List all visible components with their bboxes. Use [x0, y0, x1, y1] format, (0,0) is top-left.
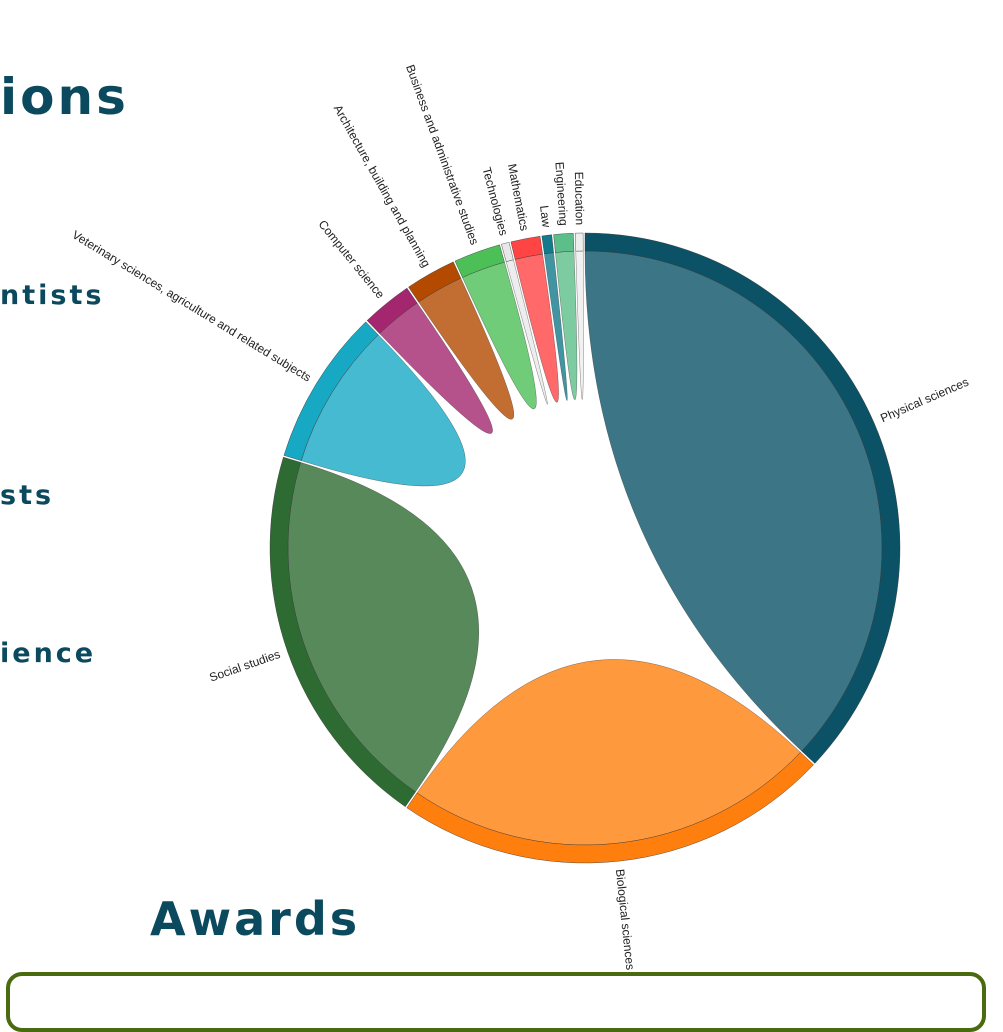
group-label: Technologies: [479, 166, 510, 237]
group-arc: [269, 456, 416, 807]
page: ions ntists sts ience Awards Physical sc…: [0, 62, 986, 1032]
group-arc: [510, 236, 543, 260]
group-label: Education: [572, 172, 587, 226]
group-label: Mathematics: [505, 163, 532, 232]
ribbon: [287, 462, 479, 793]
group-arc: [366, 287, 418, 334]
group-label: Physical sciences: [878, 375, 970, 426]
group-label: Veterinary sciences, agriculture and rel…: [70, 228, 314, 385]
group-label: Law: [537, 205, 554, 229]
group-arc: [584, 232, 901, 764]
group-arc: [283, 321, 379, 461]
section-heading: ience: [0, 638, 97, 669]
chord-chart: Physical sciences Biological sciences Soci…: [70, 63, 971, 971]
group-arc: [501, 242, 514, 262]
section-heading: Awards: [150, 892, 361, 946]
group-label: Business and administrative studies: [403, 63, 482, 247]
group-label: Social studies: [208, 647, 283, 685]
ribbons: [287, 250, 883, 846]
group-arc: [574, 232, 584, 252]
group-label: Computer science: [316, 217, 388, 301]
group-arc: [406, 752, 814, 864]
group-label: Engineering: [552, 161, 570, 226]
group-arc: [408, 261, 462, 303]
group-arc: [541, 234, 554, 255]
section-heading: ntists: [0, 280, 105, 311]
section-heading: ions: [0, 68, 129, 126]
group-arc: [454, 244, 505, 278]
section-heading: sts: [0, 480, 55, 511]
group-label: Biological sciences: [613, 868, 638, 970]
group-arc: [553, 233, 575, 253]
